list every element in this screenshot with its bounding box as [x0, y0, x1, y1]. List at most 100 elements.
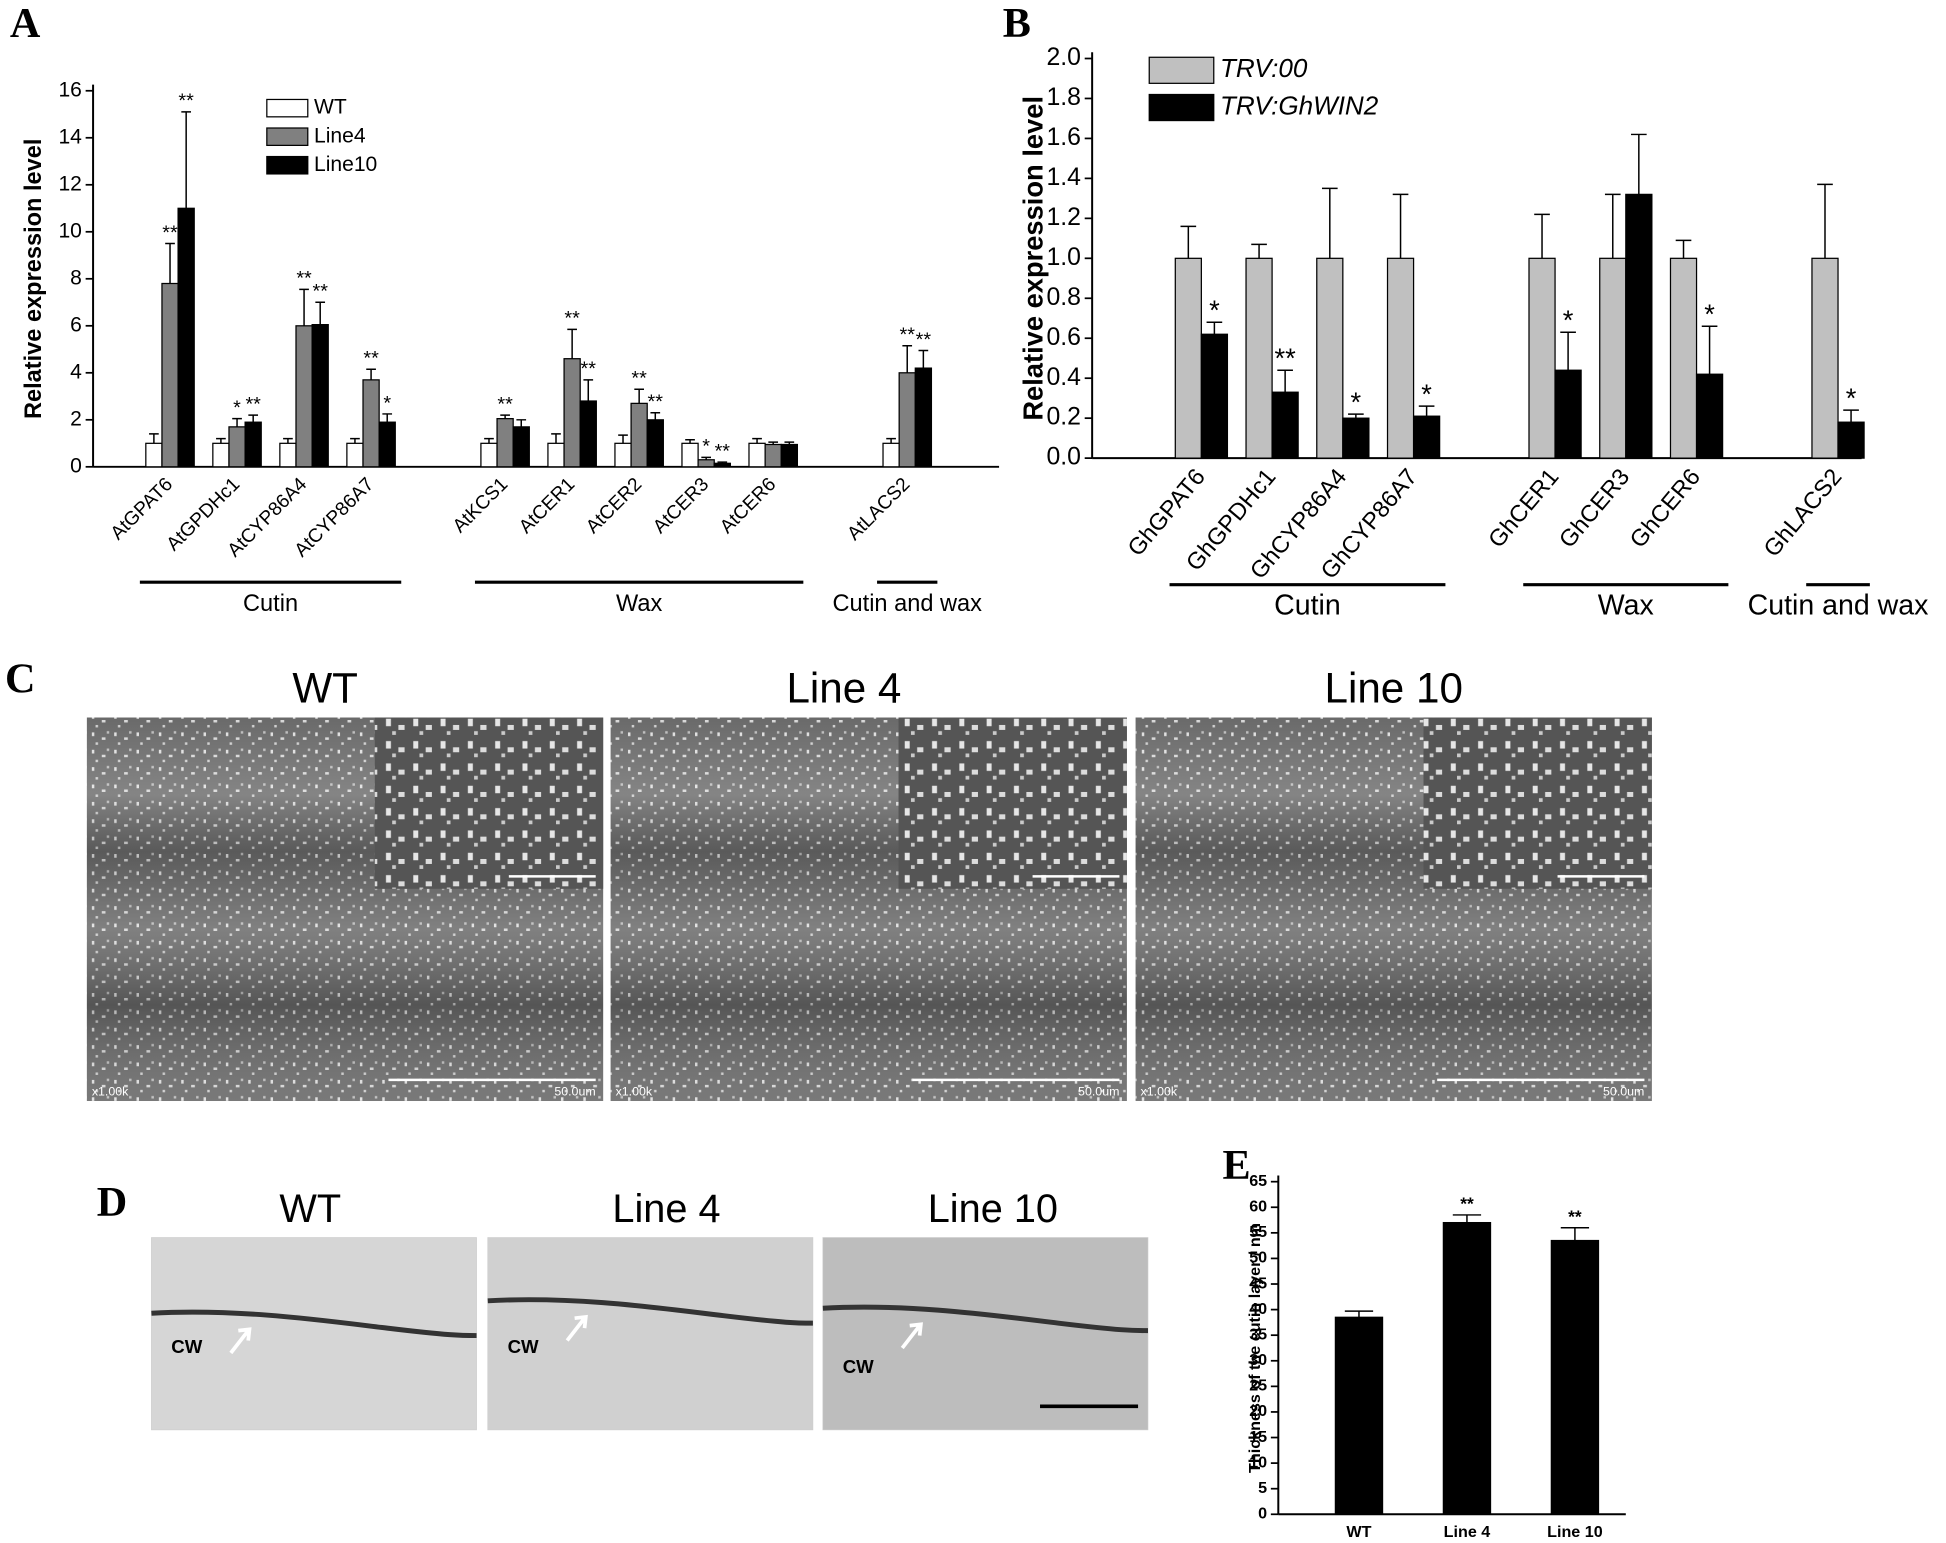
- error-bar: [634, 388, 644, 404]
- significance: *: [1421, 378, 1432, 409]
- bar: [1245, 257, 1273, 459]
- bar: [496, 418, 514, 468]
- error-bar: [1631, 133, 1647, 195]
- bar: [362, 379, 380, 468]
- scale-label: 50.0um: [554, 1085, 595, 1099]
- tem-image: [487, 1237, 814, 1431]
- error-bar: [1180, 225, 1197, 259]
- error-bar: [685, 439, 695, 444]
- bar: [295, 325, 313, 468]
- bar: [145, 442, 163, 468]
- y-tick-label: 0: [70, 454, 82, 477]
- legend-swatch: [266, 127, 309, 147]
- significance: **: [178, 90, 194, 112]
- error-bar: [1392, 193, 1409, 259]
- tem-image: [822, 1237, 1149, 1431]
- bar: [547, 442, 565, 468]
- error-bar: [650, 412, 661, 420]
- cw-label: CW: [508, 1336, 539, 1357]
- y-axis-label: Relative expression level: [20, 139, 46, 419]
- x-tick-label: AtCER2: [582, 474, 646, 538]
- bar: [244, 421, 262, 468]
- error-bar: [366, 368, 376, 380]
- x-tick-label: Line 4: [1444, 1523, 1491, 1541]
- bar: [177, 207, 195, 468]
- bar: [764, 443, 782, 468]
- panel-letter: D: [97, 1179, 127, 1226]
- significance: **: [899, 324, 915, 346]
- bar: [212, 442, 230, 468]
- sem-inset: [374, 717, 604, 889]
- error-bar: [918, 349, 929, 369]
- bar: [1271, 391, 1299, 459]
- bar: [898, 372, 916, 468]
- bar: [713, 462, 731, 468]
- significance: **: [648, 391, 664, 413]
- error-bar: [701, 456, 712, 460]
- bar: [630, 402, 648, 468]
- significance: **: [715, 440, 731, 462]
- error-bar: [1843, 409, 1859, 423]
- bar: [1669, 257, 1698, 459]
- bar: [780, 443, 799, 468]
- y-tick-label: 15: [1249, 1428, 1267, 1446]
- cuticle-layer: [151, 1309, 477, 1339]
- group-label: Cutin: [1274, 590, 1341, 622]
- significance: *: [1846, 382, 1857, 413]
- bar: [1316, 257, 1344, 459]
- error-bar: [1348, 413, 1364, 419]
- tem-title: Line 4: [612, 1187, 720, 1231]
- y-tick-label: 1.2: [1046, 204, 1081, 231]
- significance: **: [631, 368, 647, 390]
- y-tick-label: 10: [1249, 1453, 1267, 1471]
- y-tick-label: 4: [70, 360, 82, 383]
- error-bar: [484, 437, 494, 444]
- legend-swatch: [1148, 93, 1215, 122]
- error-bar: [1251, 243, 1267, 259]
- panel-letter: E: [1222, 1142, 1250, 1189]
- error-bar: [248, 414, 259, 423]
- bar: [1599, 257, 1627, 459]
- magnification: x1.00k: [616, 1085, 653, 1099]
- error-bar: [567, 328, 577, 359]
- scale-label: 50.0um: [1603, 1085, 1644, 1099]
- error-bar: [1701, 325, 1718, 375]
- error-bar: [886, 437, 896, 444]
- bar: [1334, 1316, 1384, 1515]
- x-tick-label: AtCER6: [716, 474, 780, 538]
- bar: [1442, 1221, 1492, 1515]
- bar: [346, 442, 364, 468]
- x-tick-label: Line 10: [1547, 1523, 1603, 1541]
- significance: *: [233, 397, 241, 419]
- x-tick-label: AtCER1: [515, 474, 579, 538]
- y-tick-label: 1.4: [1046, 164, 1081, 191]
- y-tick-label: 55: [1249, 1223, 1267, 1241]
- y-tick-label: 1.6: [1046, 124, 1081, 151]
- significance: **: [296, 268, 312, 290]
- error-bar: [181, 111, 192, 209]
- significance: **: [162, 222, 178, 244]
- error-bar: [165, 242, 175, 284]
- y-tick-label: 35: [1249, 1325, 1267, 1343]
- error-bar: [1206, 321, 1223, 335]
- x-tick-label: AtLACS2: [844, 474, 915, 545]
- arrow: [229, 1327, 252, 1355]
- bar: [311, 324, 329, 468]
- x-tick-label: GhCER1: [1483, 464, 1564, 553]
- arrow: [565, 1314, 588, 1342]
- y-tick-label: 0.6: [1046, 324, 1081, 351]
- error-bar: [1604, 193, 1621, 259]
- bar: [748, 442, 766, 468]
- y-tick-label: 6: [70, 313, 82, 336]
- bar: [512, 426, 530, 468]
- bar: [614, 442, 632, 468]
- bar: [1811, 257, 1839, 459]
- error-bar: [618, 434, 628, 444]
- significance: *: [702, 436, 710, 458]
- x-tick-label: WT: [1346, 1523, 1371, 1541]
- y-tick-label: 0.2: [1046, 404, 1081, 431]
- y-tick-label: 40: [1249, 1300, 1267, 1318]
- legend-label: TRV:00: [1220, 53, 1308, 83]
- bar: [1386, 257, 1415, 459]
